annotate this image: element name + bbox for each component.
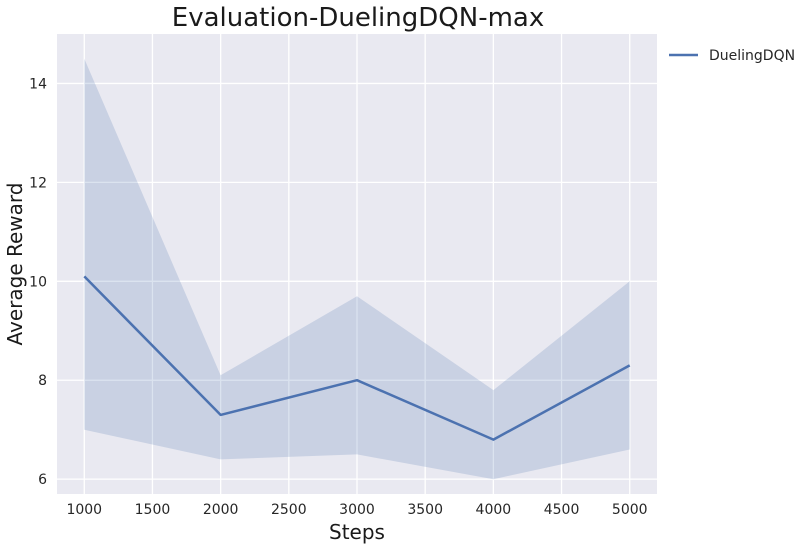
y-tick-label: 12	[29, 175, 47, 191]
confidence-band	[84, 58, 630, 480]
y-tick-label: 14	[29, 76, 47, 92]
x-tick-label: 2000	[203, 502, 239, 518]
x-tick-label: 4500	[544, 502, 580, 518]
y-axis-label: Average Reward	[3, 183, 27, 346]
y-tick-label: 10	[29, 274, 47, 290]
x-tick-label: 1000	[66, 502, 102, 518]
legend: DuelingDQN	[669, 48, 795, 64]
tick-labels: 1000 1500 2000 2500 3000 3500 4000 4500 5000 6 8 10…	[29, 76, 647, 518]
x-tick-label: 5000	[612, 502, 648, 518]
series-line-duelingdqn	[83, 275, 631, 441]
x-tick-label: 1500	[135, 502, 171, 518]
y-tick-label: 6	[38, 472, 47, 488]
legend-label-duelingdqn: DuelingDQN	[709, 48, 795, 64]
x-axis-label: Steps	[329, 520, 385, 544]
y-tick-label: 8	[38, 373, 47, 389]
x-tick-label: 4000	[476, 502, 512, 518]
x-tick-label: 3000	[339, 502, 375, 518]
chart-title: Evaluation-DuelingDQN-max	[172, 3, 544, 33]
x-tick-label: 2500	[271, 502, 307, 518]
x-tick-label: 3500	[407, 502, 443, 518]
